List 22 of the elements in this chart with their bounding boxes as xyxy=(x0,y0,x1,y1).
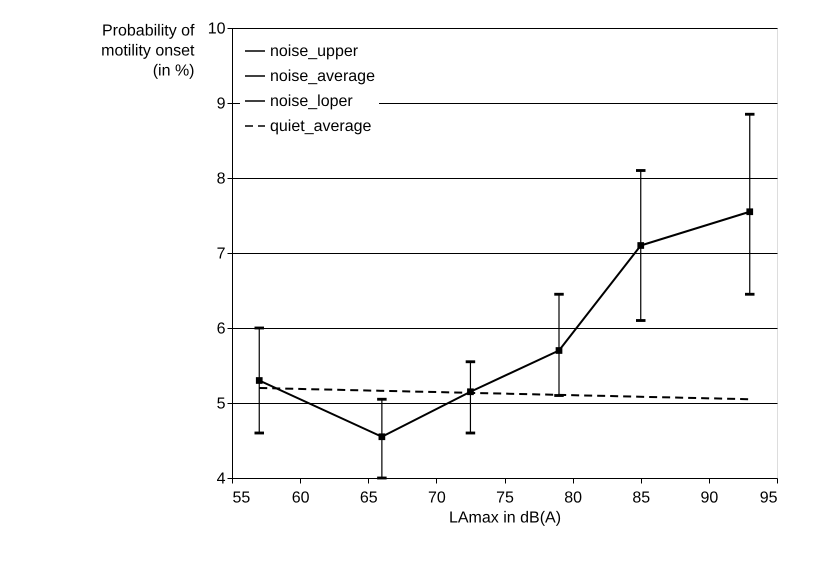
x-axis-title: LAmax in dB(A) xyxy=(448,510,562,526)
y-tick-label: 6 xyxy=(216,320,226,338)
x-tick-label: 60 xyxy=(292,490,310,506)
x-tick-label: 65 xyxy=(360,490,378,506)
legend-label: quiet_average xyxy=(270,118,372,135)
y-tick-label: 8 xyxy=(216,170,226,188)
legend-label: noise_upper xyxy=(270,43,359,60)
x-tick-label: 70 xyxy=(428,490,446,506)
y-axis-title: Probability of motility onset (in %) xyxy=(101,22,196,80)
y-tick-label: 10 xyxy=(208,20,226,38)
y-tick-label: 9 xyxy=(216,96,226,112)
y-tick-label: 7 xyxy=(216,246,226,262)
y-tick-label: 5 xyxy=(216,396,226,412)
x-tick-label: 75 xyxy=(496,490,514,506)
x-tick-label: 95 xyxy=(760,490,778,506)
legend-label: noise_average xyxy=(270,68,376,85)
y-tick-label: 4 xyxy=(216,470,226,488)
x-tick-label: 85 xyxy=(632,490,650,506)
x-tick-label: 55 xyxy=(232,490,250,506)
legend-label: noise_loper xyxy=(270,93,354,110)
x-tick-label: 80 xyxy=(564,490,582,506)
x-tick-label: 90 xyxy=(700,490,718,506)
